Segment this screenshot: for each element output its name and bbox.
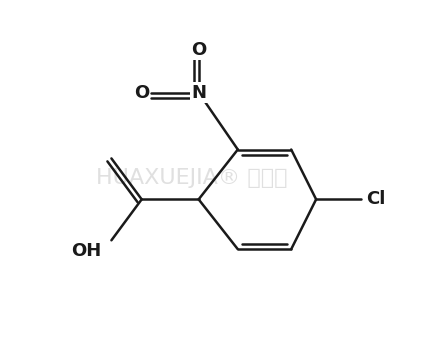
- Text: O: O: [134, 84, 149, 101]
- Text: OH: OH: [71, 242, 102, 260]
- Text: N: N: [191, 84, 206, 101]
- Text: HUAXUEJIA® 化学加: HUAXUEJIA® 化学加: [96, 168, 287, 188]
- Text: O: O: [191, 41, 206, 59]
- Text: Cl: Cl: [366, 190, 385, 208]
